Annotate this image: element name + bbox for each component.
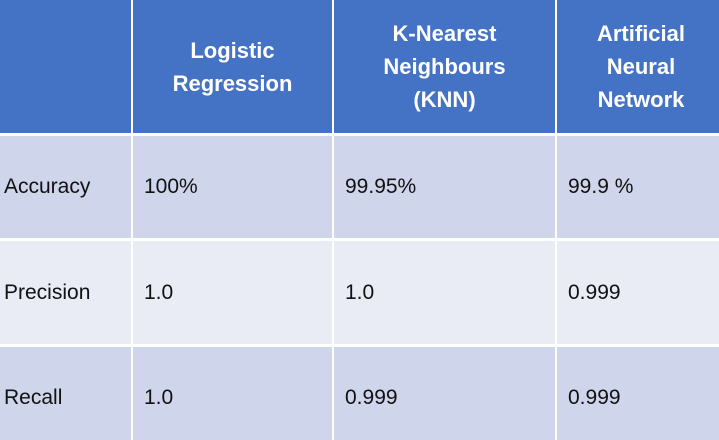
cell-accuracy-logistic: 100% bbox=[133, 136, 332, 238]
cell-accuracy-ann: 99.9 % bbox=[557, 136, 719, 238]
cell-precision-logistic: 1.0 bbox=[133, 241, 332, 344]
row-label-recall: Recall bbox=[0, 347, 131, 440]
cell-recall-ann: 0.999 bbox=[557, 347, 719, 440]
header-logistic-regression: Logistic Regression bbox=[133, 0, 332, 133]
row-label-precision: Precision bbox=[0, 241, 131, 344]
row-label-accuracy: Accuracy bbox=[0, 136, 131, 238]
cell-recall-knn: 0.999 bbox=[334, 347, 555, 440]
header-ann: Artificial Neural Network bbox=[557, 0, 719, 133]
cell-precision-knn: 1.0 bbox=[334, 241, 555, 344]
cell-accuracy-knn: 99.95% bbox=[334, 136, 555, 238]
cell-recall-logistic: 1.0 bbox=[133, 347, 332, 440]
header-knn: K-Nearest Neighbours (KNN) bbox=[334, 0, 555, 133]
cell-precision-ann: 0.999 bbox=[557, 241, 719, 344]
header-corner-cell bbox=[0, 0, 131, 133]
